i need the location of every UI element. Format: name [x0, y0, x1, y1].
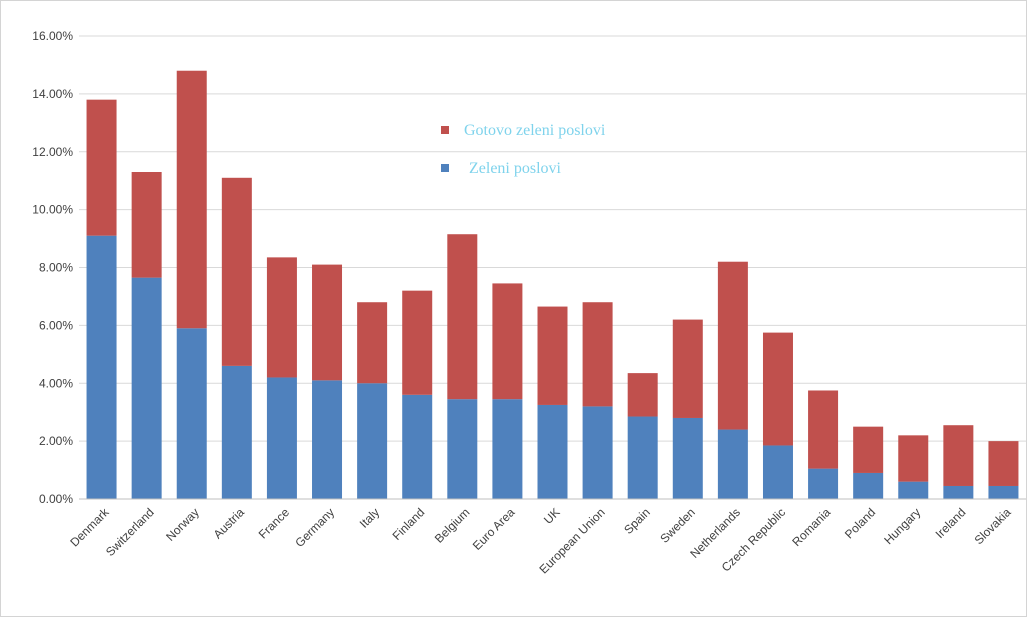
bar-gotovo-zeleni [672, 319, 703, 418]
x-tick-label: Italy [357, 505, 382, 530]
bar-gotovo-zeleni [492, 283, 523, 400]
bar-zeleni [627, 416, 658, 499]
y-tick-label: 12.00% [32, 145, 73, 159]
bar-zeleni [717, 429, 748, 499]
bar-zeleni [131, 277, 162, 499]
bar-gotovo-zeleni [312, 264, 343, 381]
bar-gotovo-zeleni [898, 435, 929, 482]
y-tick-label: 14.00% [32, 87, 73, 101]
bar-gotovo-zeleni [988, 441, 1019, 486]
x-tick-label: France [256, 505, 293, 542]
bar-gotovo-zeleni [131, 172, 162, 278]
x-tick-label: Slovakia [972, 505, 1014, 547]
x-tick-label: UK [541, 505, 563, 527]
bar-gotovo-zeleni [357, 302, 388, 384]
y-tick-label: 16.00% [32, 29, 73, 43]
x-tick-label: Belgium [432, 505, 473, 546]
bar-zeleni [537, 404, 568, 499]
x-tick-label: Ireland [933, 505, 969, 541]
bar-gotovo-zeleni [266, 257, 297, 378]
legend-swatch [441, 164, 449, 172]
x-tick-label: Romania [789, 505, 833, 549]
bar-gotovo-zeleni [176, 70, 207, 329]
bar-gotovo-zeleni [762, 332, 793, 446]
bar-gotovo-zeleni [627, 373, 658, 417]
bar-gotovo-zeleni [86, 99, 117, 236]
x-tick-label: Norway [163, 505, 202, 544]
bar-gotovo-zeleni [808, 390, 839, 469]
bar-zeleni [492, 399, 523, 499]
x-tick-label: Austria [211, 505, 248, 542]
bar-gotovo-zeleni [447, 234, 478, 400]
bar-zeleni [86, 235, 117, 499]
x-tick-label: Euro Area [470, 505, 518, 553]
bar-zeleni [402, 394, 433, 499]
y-tick-label: 6.00% [39, 318, 73, 332]
x-tick-label: Hungary [881, 505, 923, 547]
legend: Gotovo zeleni poslovi Zeleni poslovi [441, 122, 606, 177]
bar-gotovo-zeleni [943, 425, 974, 486]
bar-zeleni [266, 377, 297, 499]
bar-gotovo-zeleni [717, 261, 748, 430]
bar-zeleni [176, 328, 207, 499]
bar-zeleni [808, 468, 839, 499]
legend-swatch [441, 126, 449, 134]
bar-zeleni [357, 383, 388, 499]
bar-zeleni [221, 365, 252, 499]
y-tick-label: 2.00% [39, 434, 73, 448]
bar-zeleni [898, 481, 929, 499]
x-tick-label: Switzerland [103, 505, 157, 559]
x-tick-label: Denmark [67, 505, 112, 550]
bar-zeleni [672, 417, 703, 499]
bar-gotovo-zeleni [853, 426, 884, 473]
y-tick-label: 10.00% [32, 203, 73, 217]
bar-zeleni [582, 406, 613, 499]
bar-zeleni [988, 485, 1019, 499]
y-tick-label: 0.00% [39, 492, 73, 506]
x-tick-label: Poland [842, 505, 878, 541]
bar-gotovo-zeleni [221, 177, 252, 366]
y-tick-label: 4.00% [39, 376, 73, 390]
bar-zeleni [853, 472, 884, 499]
bar-zeleni [447, 399, 478, 499]
x-tick-label: Germany [292, 505, 337, 550]
y-tick-label: 8.00% [39, 261, 73, 275]
x-tick-label: Spain [621, 505, 653, 537]
x-tick-label: Finland [390, 505, 428, 543]
bar-gotovo-zeleni [582, 302, 613, 407]
legend-label: Zeleni poslovi [469, 160, 562, 177]
bar-gotovo-zeleni [537, 306, 568, 405]
legend-label: Gotovo zeleni poslovi [464, 122, 606, 139]
bars [86, 70, 1019, 499]
y-axis: 0.00% 2.00% 4.00% 6.00% 8.00% 10.00% 12.00% 14.… [32, 29, 73, 506]
bar-zeleni [762, 445, 793, 499]
bar-gotovo-zeleni [402, 290, 433, 395]
bar-zeleni [312, 380, 343, 499]
bar-zeleni [943, 485, 974, 499]
x-tick-label: Sweden [657, 505, 698, 546]
